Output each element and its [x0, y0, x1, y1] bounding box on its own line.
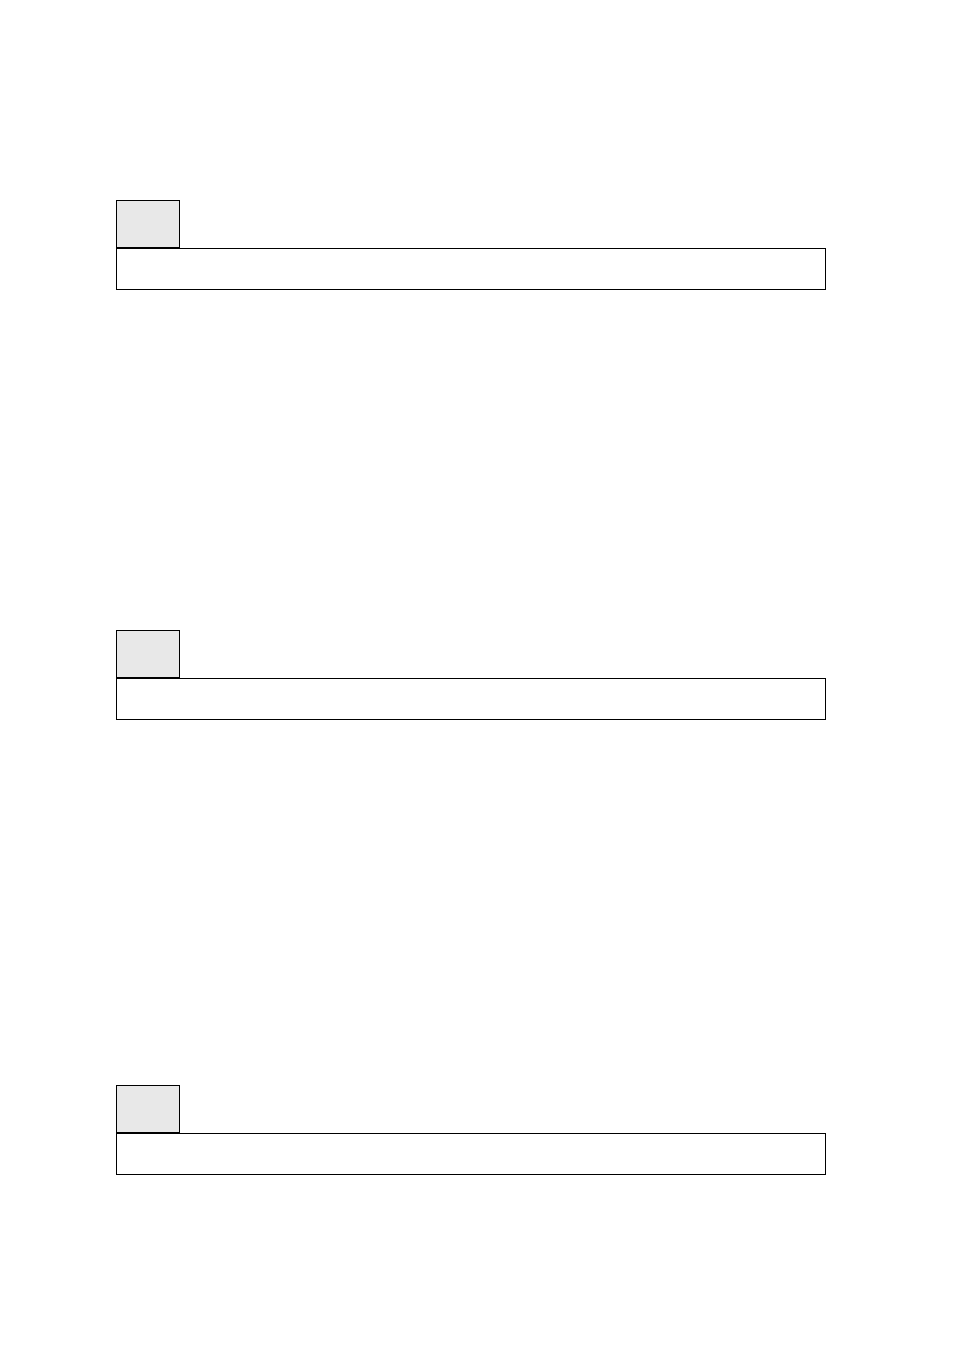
box-2 [116, 678, 826, 720]
tab-2 [116, 630, 180, 678]
box-3 [116, 1133, 826, 1175]
tab-1 [116, 200, 180, 248]
box-1 [116, 248, 826, 290]
tab-3 [116, 1085, 180, 1133]
page-container [0, 0, 954, 1350]
